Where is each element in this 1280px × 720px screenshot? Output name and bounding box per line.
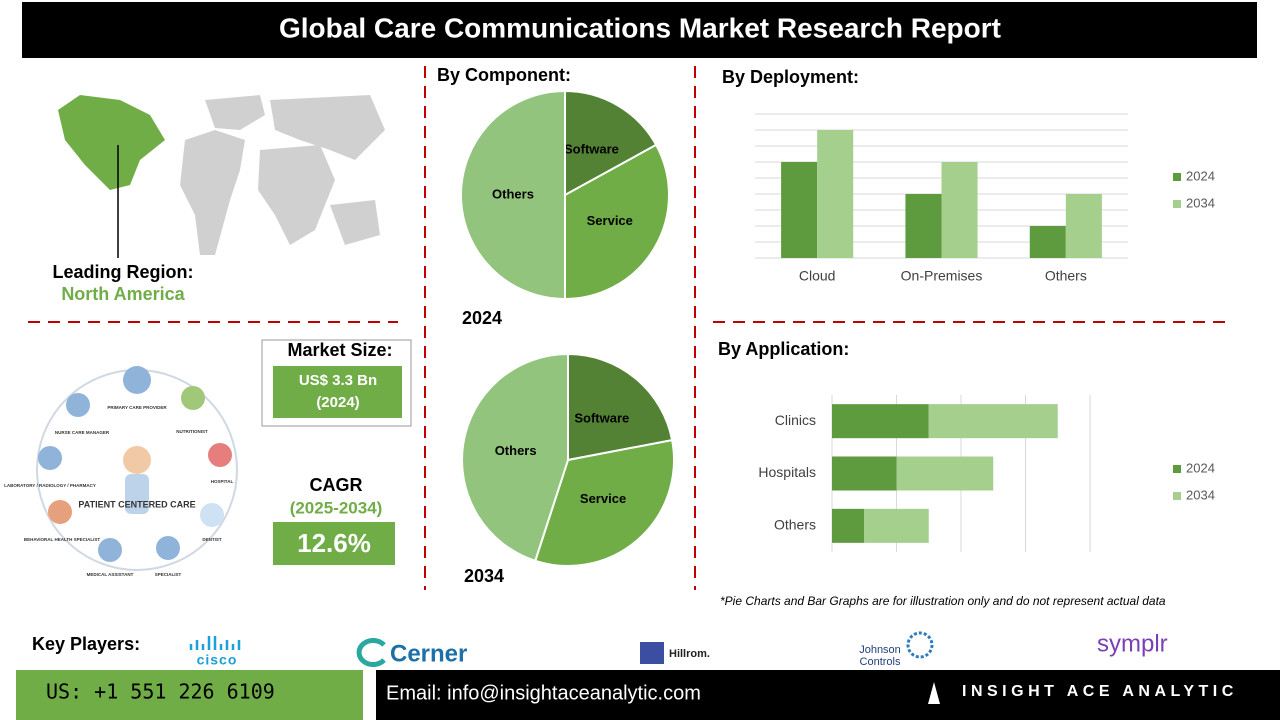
legend-label: 2024 — [1186, 460, 1215, 475]
bar-segment — [896, 456, 994, 491]
slice-label: Service — [580, 491, 626, 506]
illustration-label: LABORATORY / RADIOLOGY / PHARMACY — [4, 483, 96, 488]
separators — [28, 66, 1228, 590]
legend-label: 2024 — [1186, 168, 1215, 183]
cerner-mark — [356, 638, 386, 667]
bar-segment — [928, 404, 1058, 439]
logo-johnson: Johnson — [859, 644, 901, 656]
illustration-label: DENTIST — [202, 537, 222, 542]
chart-title: By Application: — [718, 339, 849, 359]
key-players-label: Key Players: — [32, 634, 140, 654]
market-size-year: (2024) — [316, 394, 359, 411]
note: *Pie Charts and Bar Graphs are for illus… — [720, 594, 1166, 608]
illustration-label: NURSE CARE MANAGER — [55, 430, 110, 435]
pie-slice — [460, 89, 566, 301]
pie-slice — [564, 89, 658, 197]
bar — [941, 162, 978, 258]
chart-title: By Deployment: — [722, 67, 859, 87]
contact-bar — [376, 670, 1280, 720]
slice-label: Service — [587, 213, 633, 228]
bar-segment — [832, 508, 865, 543]
bar-segment — [832, 404, 929, 439]
x-tick-label: On-Premises — [901, 268, 983, 284]
pie-slice — [533, 438, 675, 567]
bar-segment — [864, 508, 929, 543]
illustration-labels: PRIMARY CARE PROVIDER NURSE CARE MANAGER N… — [4, 405, 233, 577]
logo-symplr: symplr — [1097, 630, 1168, 657]
legend-swatch — [1173, 200, 1181, 208]
world-map — [180, 95, 385, 255]
brand: INSIGHT ACE ANALYTIC — [962, 683, 1238, 700]
illustration-label: SPECIALIST — [155, 572, 182, 577]
cagr-value: 12.6% — [297, 528, 371, 558]
market-size-value-box — [273, 366, 402, 418]
illustration-label: NUTRITIONIST — [176, 429, 208, 434]
bar-segment — [832, 456, 897, 491]
charts: By Component: 2024 Software Service Others 20… — [437, 65, 1215, 586]
logo-controls: Controls — [860, 656, 901, 668]
bar — [781, 162, 818, 258]
illustration-label: BEHAVIORAL HEALTH SPECIALIST — [24, 537, 101, 542]
region-value: North America — [61, 284, 185, 304]
cagr-label: CAGR — [310, 475, 363, 495]
hillrom-mark — [640, 642, 664, 664]
logo-cerner: Cerner — [390, 640, 467, 667]
illustration-label: PRIMARY CARE PROVIDER — [107, 405, 167, 410]
logo-cisco: cisco — [197, 652, 238, 668]
legend-label: 2034 — [1186, 487, 1215, 502]
cagr-period: (2025-2034) — [290, 498, 383, 517]
title-bar — [22, 2, 1257, 58]
illustration-label: MEDICAL ASSISTANT — [87, 572, 134, 577]
x-tick-label: Others — [1045, 268, 1087, 284]
pie-slice — [564, 143, 670, 301]
title: Global Care Communications Market Resear… — [279, 12, 1001, 43]
pie-slice — [567, 352, 674, 462]
slice-label: Others — [495, 443, 537, 458]
bar — [817, 130, 854, 258]
y-tick-label: Clinics — [775, 412, 816, 428]
logo-hillrom: Hillrom. — [669, 648, 710, 660]
market-size-label: Market Size: — [287, 340, 392, 360]
legend-swatch — [1173, 173, 1181, 181]
y-tick-label: Others — [774, 517, 816, 533]
bar — [1029, 226, 1066, 258]
email: Email: info@insightaceanalytic.com — [386, 682, 701, 704]
phone-box — [16, 670, 363, 720]
legend-swatch — [1173, 465, 1181, 473]
chart-subtitle: 2024 — [462, 308, 502, 328]
cisco-bars — [189, 636, 241, 650]
pie-slice — [461, 352, 569, 563]
market-size-value: US$ 3.3 Bn — [299, 372, 377, 389]
region-label: Leading Region: — [53, 262, 194, 282]
y-tick-label: Hospitals — [758, 464, 816, 480]
legend-label: 2034 — [1186, 195, 1215, 210]
slice-label: Software — [574, 411, 629, 426]
chart-subtitle: 2034 — [464, 566, 504, 586]
jci-mark — [906, 631, 934, 659]
x-tick-label: Cloud — [799, 268, 836, 284]
bar — [905, 194, 942, 258]
slice-label: Others — [492, 186, 534, 201]
north-america — [58, 95, 165, 190]
care-illustration — [36, 366, 238, 571]
slice-label: Software — [564, 142, 619, 157]
illustration-label: PATIENT CENTERED CARE — [78, 499, 195, 509]
chart-title: By Component: — [437, 65, 571, 85]
phone: US: +1 551 226 6109 — [46, 680, 275, 704]
bar — [1065, 194, 1102, 258]
brand-icon — [928, 682, 940, 704]
illustration-label: HOSPITAL — [211, 479, 234, 484]
legend-swatch — [1173, 492, 1181, 500]
cagr-value-box — [273, 522, 395, 565]
